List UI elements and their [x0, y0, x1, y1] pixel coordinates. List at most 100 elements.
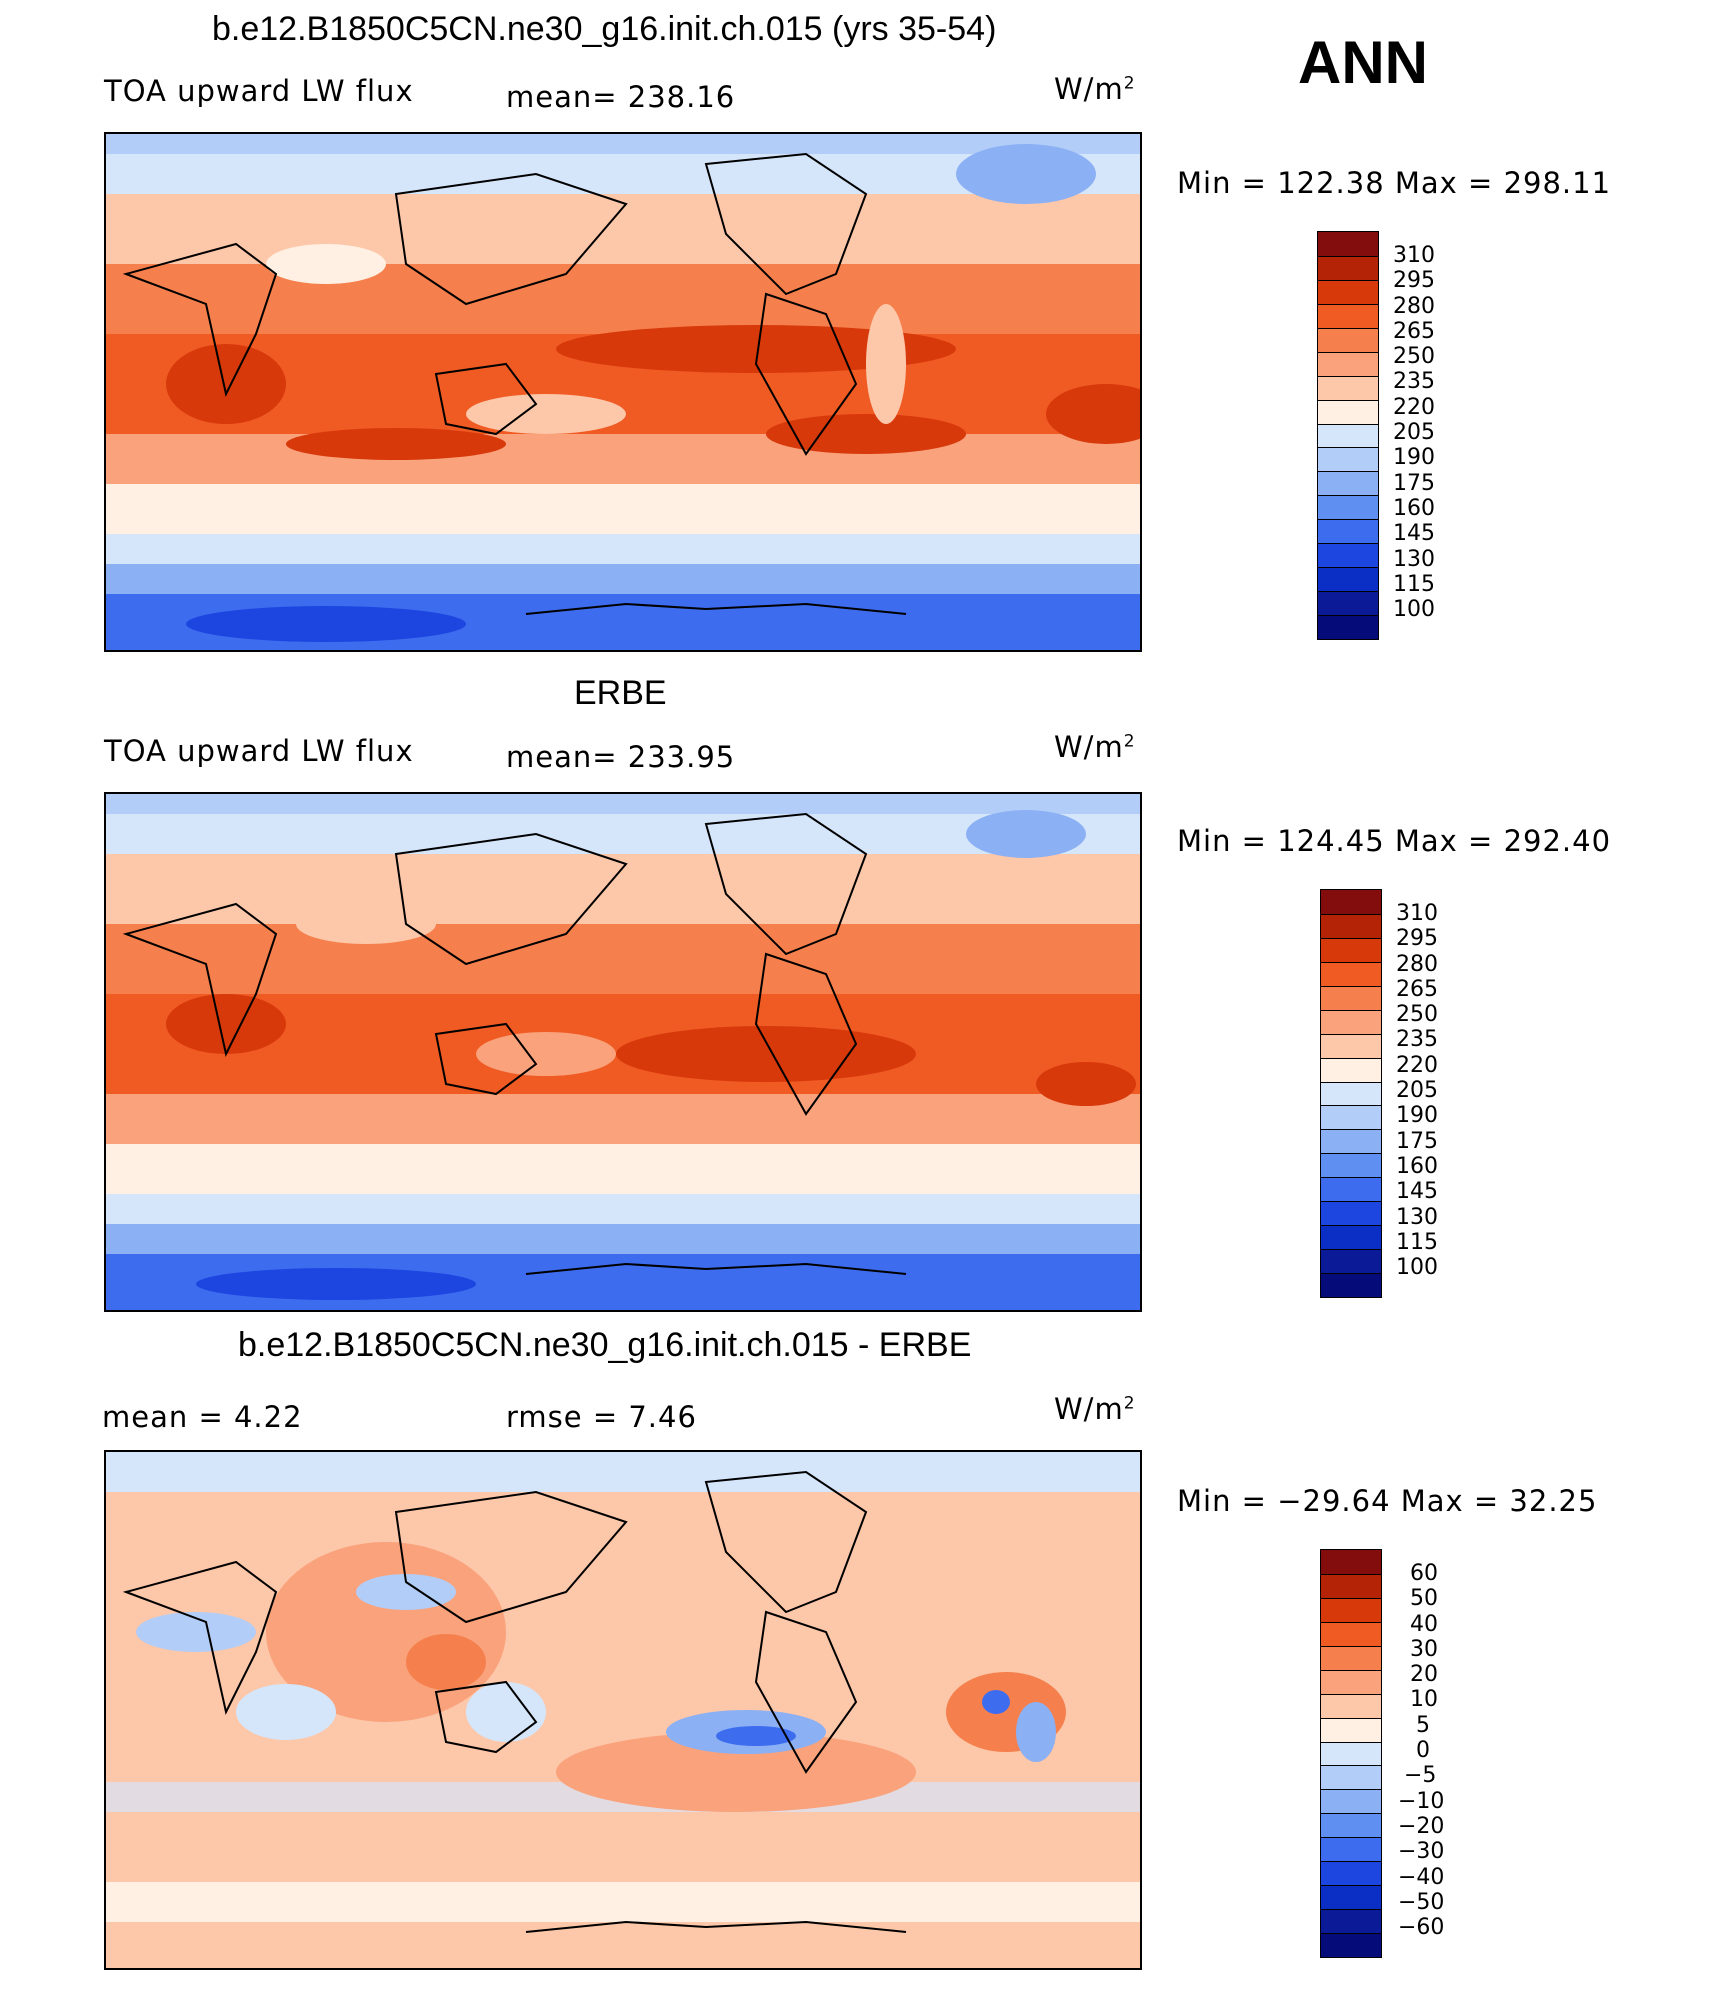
colorbar-segment: [1321, 1861, 1381, 1886]
colorbar-tick: 160: [1393, 496, 1435, 521]
colorbar-tick: 40: [1410, 1612, 1438, 1637]
colorbar-segment: [1321, 985, 1381, 1010]
colorbar-segment: [1318, 327, 1378, 352]
colorbar-tick: −30: [1398, 1839, 1445, 1864]
colorbar-tick: 175: [1393, 471, 1435, 496]
colorbar-segment: [1321, 1129, 1381, 1154]
colorbar-tick: 205: [1396, 1078, 1438, 1103]
panel-3-map-field: [106, 1452, 1140, 1968]
colorbar-segment: [1321, 1009, 1381, 1034]
panel-1-units-label: W/m2: [1054, 72, 1136, 106]
colorbar-tick: 265: [1393, 319, 1435, 344]
colorbar-segment: [1321, 1033, 1381, 1058]
colorbar-segment: [1321, 1249, 1381, 1274]
colorbar-segment: [1318, 543, 1378, 568]
colorbar-segment: [1321, 1573, 1381, 1598]
colorbar-segment: [1321, 913, 1381, 938]
colorbar-tick: 130: [1396, 1205, 1438, 1230]
colorbar-segment: [1321, 1741, 1381, 1766]
colorbar-tick: 310: [1393, 243, 1435, 268]
panel-2-minmax-label: Min = 124.45 Max = 292.40: [1177, 824, 1612, 858]
colorbar-tick: 310: [1396, 901, 1438, 926]
panel-3-colorbar: [1320, 1549, 1382, 1958]
colorbar-segment: [1321, 1153, 1381, 1178]
colorbar-tick: 295: [1396, 926, 1438, 951]
colorbar-tick: 100: [1393, 597, 1435, 622]
colorbar-tick: 115: [1393, 572, 1435, 597]
colorbar-tick: 145: [1396, 1179, 1438, 1204]
colorbar-segment: [1321, 1813, 1381, 1838]
colorbar-tick: 160: [1396, 1154, 1438, 1179]
colorbar-segment: [1321, 1225, 1381, 1250]
colorbar-segment: [1321, 1621, 1381, 1646]
colorbar-tick: 5: [1416, 1713, 1430, 1738]
colorbar-tick: 250: [1393, 344, 1435, 369]
colorbar-segment: [1321, 1550, 1381, 1574]
colorbar-segment: [1318, 591, 1378, 616]
colorbar-tick: 220: [1393, 395, 1435, 420]
panel-3-units-label: W/m2: [1054, 1392, 1136, 1426]
colorbar-segment: [1321, 961, 1381, 986]
colorbar-tick: −10: [1398, 1789, 1445, 1814]
colorbar-tick: 30: [1410, 1637, 1438, 1662]
colorbar-segment: [1321, 1669, 1381, 1694]
colorbar-segment: [1318, 567, 1378, 592]
colorbar-tick: 145: [1393, 521, 1435, 546]
panel-2-map-field: [106, 794, 1140, 1310]
panel-3-mean-label: mean = 4.22: [102, 1400, 303, 1434]
colorbar-segment: [1318, 279, 1378, 304]
colorbar-segment: [1321, 1933, 1381, 1957]
colorbar-tick: 190: [1393, 445, 1435, 470]
panel-3-title: b.e12.B1850C5CN.ne30_g16.init.ch.015 - E…: [238, 1326, 972, 1364]
colorbar-segment: [1318, 471, 1378, 496]
colorbar-tick: 60: [1410, 1561, 1438, 1586]
colorbar-segment: [1321, 937, 1381, 962]
colorbar-segment: [1321, 1645, 1381, 1670]
colorbar-segment: [1318, 495, 1378, 520]
panel-2-variable-label: TOA upward LW flux: [104, 734, 414, 768]
colorbar-segment: [1321, 1057, 1381, 1082]
colorbar-segment: [1318, 303, 1378, 328]
colorbar-segment: [1321, 1789, 1381, 1814]
colorbar-segment: [1318, 255, 1378, 280]
colorbar-tick: 280: [1396, 952, 1438, 977]
colorbar-tick: 280: [1393, 294, 1435, 319]
panel-3-map: [104, 1450, 1142, 1970]
colorbar-segment: [1321, 1177, 1381, 1202]
colorbar-segment: [1321, 890, 1381, 914]
colorbar-tick: −20: [1398, 1814, 1445, 1839]
colorbar-tick: −5: [1404, 1763, 1437, 1788]
colorbar-tick: 10: [1410, 1687, 1438, 1712]
panel-2-colorbar: [1320, 889, 1382, 1298]
colorbar-segment: [1318, 423, 1378, 448]
colorbar-segment: [1318, 519, 1378, 544]
colorbar-segment: [1321, 1765, 1381, 1790]
panel-2-mean-label: mean= 233.95: [506, 740, 736, 774]
colorbar-tick: 0: [1416, 1738, 1430, 1763]
colorbar-tick: 235: [1393, 369, 1435, 394]
colorbar-segment: [1321, 1837, 1381, 1862]
colorbar-segment: [1321, 1885, 1381, 1910]
panel-1-minmax-label: Min = 122.38 Max = 298.11: [1177, 166, 1612, 200]
colorbar-tick: 295: [1393, 268, 1435, 293]
colorbar-segment: [1321, 1597, 1381, 1622]
panel-2-title: ERBE: [574, 674, 667, 712]
colorbar-segment: [1321, 1717, 1381, 1742]
panel-1-colorbar: [1317, 231, 1379, 640]
colorbar-segment: [1318, 351, 1378, 376]
colorbar-segment: [1321, 1081, 1381, 1106]
colorbar-tick: 130: [1393, 547, 1435, 572]
colorbar-tick: 220: [1396, 1053, 1438, 1078]
colorbar-tick: 190: [1396, 1103, 1438, 1128]
colorbar-segment: [1318, 232, 1378, 256]
panel-1-map: [104, 132, 1142, 652]
panel-3-minmax-label: Min = −29.64 Max = 32.25: [1177, 1484, 1598, 1518]
colorbar-segment: [1318, 615, 1378, 639]
colorbar-tick: 205: [1393, 420, 1435, 445]
panel-2-map: [104, 792, 1142, 1312]
panel-2-units-label: W/m2: [1054, 730, 1136, 764]
season-label: ANN: [1298, 29, 1428, 96]
colorbar-segment: [1318, 399, 1378, 424]
panel-1-map-field: [106, 134, 1140, 650]
colorbar-segment: [1321, 1909, 1381, 1934]
